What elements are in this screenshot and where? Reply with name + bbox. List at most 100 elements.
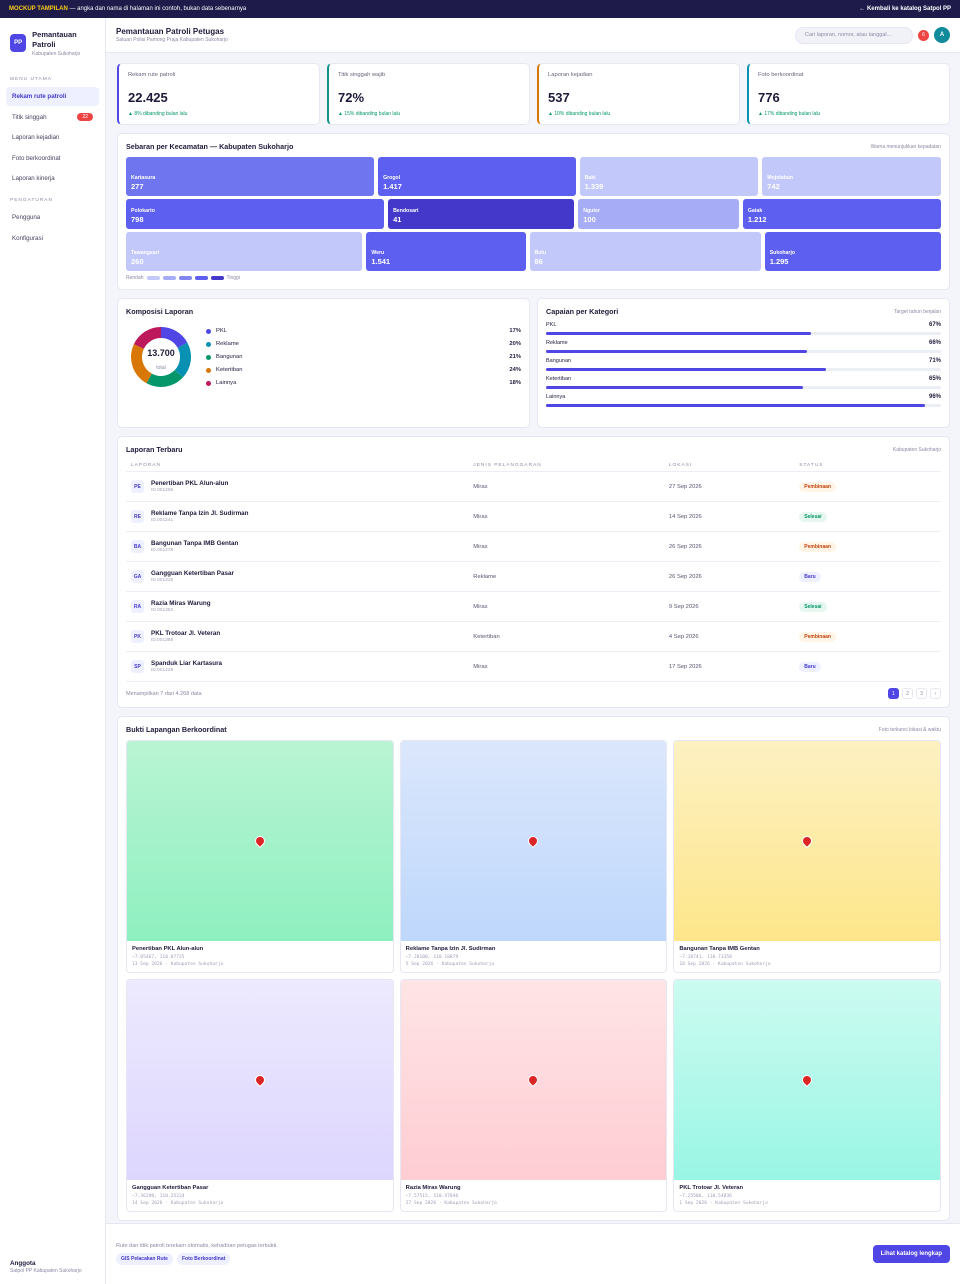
photo-caption: Bangunan Tanpa IMB Gentan −7.10741, 110.7… xyxy=(674,941,940,972)
treemap-tile[interactable]: Baki 1.339 xyxy=(579,157,759,196)
tile-name: Weru xyxy=(371,250,385,256)
table-row[interactable]: RA Razia Miras Warung ID.001352 Miras 9 Sep … xyxy=(126,591,941,622)
legend-dot xyxy=(206,380,211,386)
donut-legend: PKL 17% Reklame 20% Bangunan 21% Ketertiban 24%… xyxy=(206,325,521,390)
tile-name: Bulu xyxy=(534,250,547,256)
status-badge: Pembinaan xyxy=(799,481,836,492)
report-id: ID.001206 xyxy=(151,488,174,493)
cell-report: GA Gangguan Ketertiban Pasar ID.001315 xyxy=(126,561,469,592)
treemap-tile[interactable]: Sukoharjo 1.295 xyxy=(764,232,941,271)
tile-value: 86 xyxy=(534,257,543,266)
chip-foto[interactable]: Foto Berkoordinat xyxy=(176,1253,231,1265)
treemap-tile[interactable]: Gatak 1.212 xyxy=(742,199,941,229)
photo-caption: Gangguan Ketertiban Pasar −7.36290, 110.2… xyxy=(127,1180,393,1211)
sidebar-item-konfigurasi[interactable]: Konfigurasi xyxy=(6,229,99,248)
sidebar-item-titik-singgah[interactable]: Titik singgah 22 xyxy=(6,108,99,127)
cell-date: 27 Sep 2026 xyxy=(663,471,795,502)
reports-title: Laporan Terbaru xyxy=(126,445,183,454)
legend-swatch xyxy=(162,276,176,280)
count-badge: 22 xyxy=(77,113,93,121)
sidebar-item-rekam-rute[interactable]: Rekam rute patroli xyxy=(6,87,99,106)
treemap-tile[interactable]: Kartasura 277 xyxy=(126,157,375,196)
bar-label: PKL xyxy=(546,322,557,328)
sidebar-item-laporan-kinerja[interactable]: Laporan kinerja xyxy=(6,169,99,188)
kpi-value: 72% xyxy=(338,90,365,105)
treemap-tile[interactable]: Tawangsari 260 xyxy=(126,232,363,271)
status-badge: Baru xyxy=(799,571,821,582)
table-summary: Menampilkan 7 dari 4.268 data xyxy=(126,690,202,697)
table-row[interactable]: PE Penertiban PKL Alun-alun ID.001206 Miras… xyxy=(126,471,941,502)
map-pin-icon xyxy=(801,1074,813,1086)
photo-coordinates: −7.10741, 110.73358 xyxy=(679,955,732,960)
sidebar-item-label: Titik singgah xyxy=(12,113,47,121)
map-pin-icon xyxy=(254,1074,266,1086)
kpi-change: ▲ 10% dibanding bulan lalu xyxy=(548,111,611,117)
legend-percent: 21% xyxy=(509,354,521,360)
table-row[interactable]: GA Gangguan Ketertiban Pasar ID.001315 Rekl… xyxy=(126,561,941,592)
notification-badge[interactable]: 6 xyxy=(918,29,929,41)
cell-status: Baru xyxy=(794,651,941,682)
table-row[interactable]: BA Bangunan Tanpa IMB Gentan ID.001278 Mira… xyxy=(126,531,941,562)
bar-header: Bangunan 71% xyxy=(546,358,941,364)
chip-gis[interactable]: GIS Pelacakan Rute xyxy=(116,1253,173,1265)
sidebar-item-foto-berkoordinat[interactable]: Foto berkoordinat xyxy=(6,149,99,168)
view-catalog-button[interactable]: Lihat katalog lengkap xyxy=(872,1245,950,1263)
status-badge: Pembinaan xyxy=(799,541,836,552)
treemap-tile[interactable]: Grogol 1.417 xyxy=(378,157,576,196)
achievement-bar: Bangunan 71% xyxy=(546,358,941,371)
kpi-label: Laporan kejadian xyxy=(548,72,593,78)
photo-card[interactable]: Reklame Tanpa Izin Jl. Sudirman −7.28100,… xyxy=(399,740,668,973)
legend-high: Tinggi xyxy=(226,275,240,281)
bar-percent: 67% xyxy=(928,322,941,328)
photo-meta: 13 Sep 2026 · Kabupaten Sukoharjo xyxy=(132,962,224,967)
photo-card[interactable]: Penertiban PKL Alun-alun −7.05467, 110.87… xyxy=(126,740,394,973)
treemap-tile[interactable]: Polokarto 798 xyxy=(126,199,385,229)
page-button[interactable]: 1 xyxy=(888,688,899,699)
photo-card[interactable]: Bangunan Tanpa IMB Gentan −7.10741, 110.7… xyxy=(673,740,941,973)
report-name: GA Gangguan Ketertiban Pasar ID.001315 xyxy=(131,570,463,583)
search-input[interactable]: Cari laporan, nomor, atau tanggal... xyxy=(795,26,913,44)
user-info: Anggota Satpol PP Kabupaten Sukoharjo xyxy=(10,1260,82,1274)
tile-value: 742 xyxy=(767,182,780,191)
bar-fill xyxy=(546,404,926,407)
sidebar-section-main: MENU UTAMA xyxy=(10,77,52,82)
legend-dot xyxy=(206,354,211,360)
col-laporan: LAPORAN xyxy=(126,460,469,472)
treemap-tile[interactable]: Bendosari 41 xyxy=(388,199,575,229)
page-button[interactable]: 2 xyxy=(902,688,913,699)
page-button[interactable]: › xyxy=(930,688,941,699)
photo-card[interactable]: Gangguan Ketertiban Pasar −7.36290, 110.2… xyxy=(126,979,394,1212)
mockup-note: — angka dan nama di halaman ini contoh, … xyxy=(67,6,247,12)
sidebar-item-pengguna[interactable]: Pengguna xyxy=(6,208,99,227)
photo-image xyxy=(674,980,940,1180)
photo-title: PKL Trotoar Jl. Veteran xyxy=(679,1185,744,1191)
sidebar-item-laporan-kejadian[interactable]: Laporan kejadian xyxy=(6,128,99,147)
legend-label-wrap: Lainnya xyxy=(206,380,236,386)
treemap-tile[interactable]: Bulu 86 xyxy=(529,232,761,271)
report-id: ID.001315 xyxy=(151,578,174,583)
treemap-tile[interactable]: Weru 1.541 xyxy=(366,232,526,271)
photo-title: Razia Miras Warung xyxy=(405,1185,461,1191)
achievement-title: Capaian per Kategori xyxy=(546,307,619,316)
table-row[interactable]: RE Reklame Tanpa Izin Jl. Sudirman ID.0012… xyxy=(126,501,941,532)
avatar[interactable]: A xyxy=(934,27,950,43)
report-title: Gangguan Ketertiban Pasar xyxy=(151,570,234,577)
app-title: Pemantauan Patroli xyxy=(32,30,77,49)
page-button[interactable]: 3 xyxy=(916,688,927,699)
cell-type: Miras xyxy=(468,501,664,532)
cell-type: Miras xyxy=(468,591,664,622)
photo-card[interactable]: Razia Miras Warung −7.57515, 110.47846 27 … xyxy=(399,979,668,1212)
photo-coordinates: −7.05467, 110.87725 xyxy=(132,955,185,960)
cell-report: PK PKL Trotoar Jl. Veteran ID.001389 xyxy=(126,621,469,652)
photo-card[interactable]: PKL Trotoar Jl. Veteran −7.25506, 110.548… xyxy=(673,979,941,1212)
table-row[interactable]: PK PKL Trotoar Jl. Veteran ID.001389 Ketert… xyxy=(126,621,941,652)
mockup-banner: MOCKUP TAMPILAN — angka dan nama di hala… xyxy=(0,0,960,18)
donut-chart: 13.700 total xyxy=(131,327,191,387)
treemap-tile[interactable]: Nguter 100 xyxy=(578,199,739,229)
photo-caption: Penertiban PKL Alun-alun −7.05467, 110.87… xyxy=(127,941,393,972)
tile-name: Polokarto xyxy=(131,208,155,214)
bar-percent: 66% xyxy=(928,340,941,346)
treemap-tile[interactable]: Mojolaban 742 xyxy=(762,157,941,196)
back-to-catalog-link[interactable]: ← Kembali ke katalog Satpol PP xyxy=(859,6,951,12)
table-row[interactable]: SP Spanduk Liar Kartasura ID.001426 Miras 17… xyxy=(126,651,941,682)
